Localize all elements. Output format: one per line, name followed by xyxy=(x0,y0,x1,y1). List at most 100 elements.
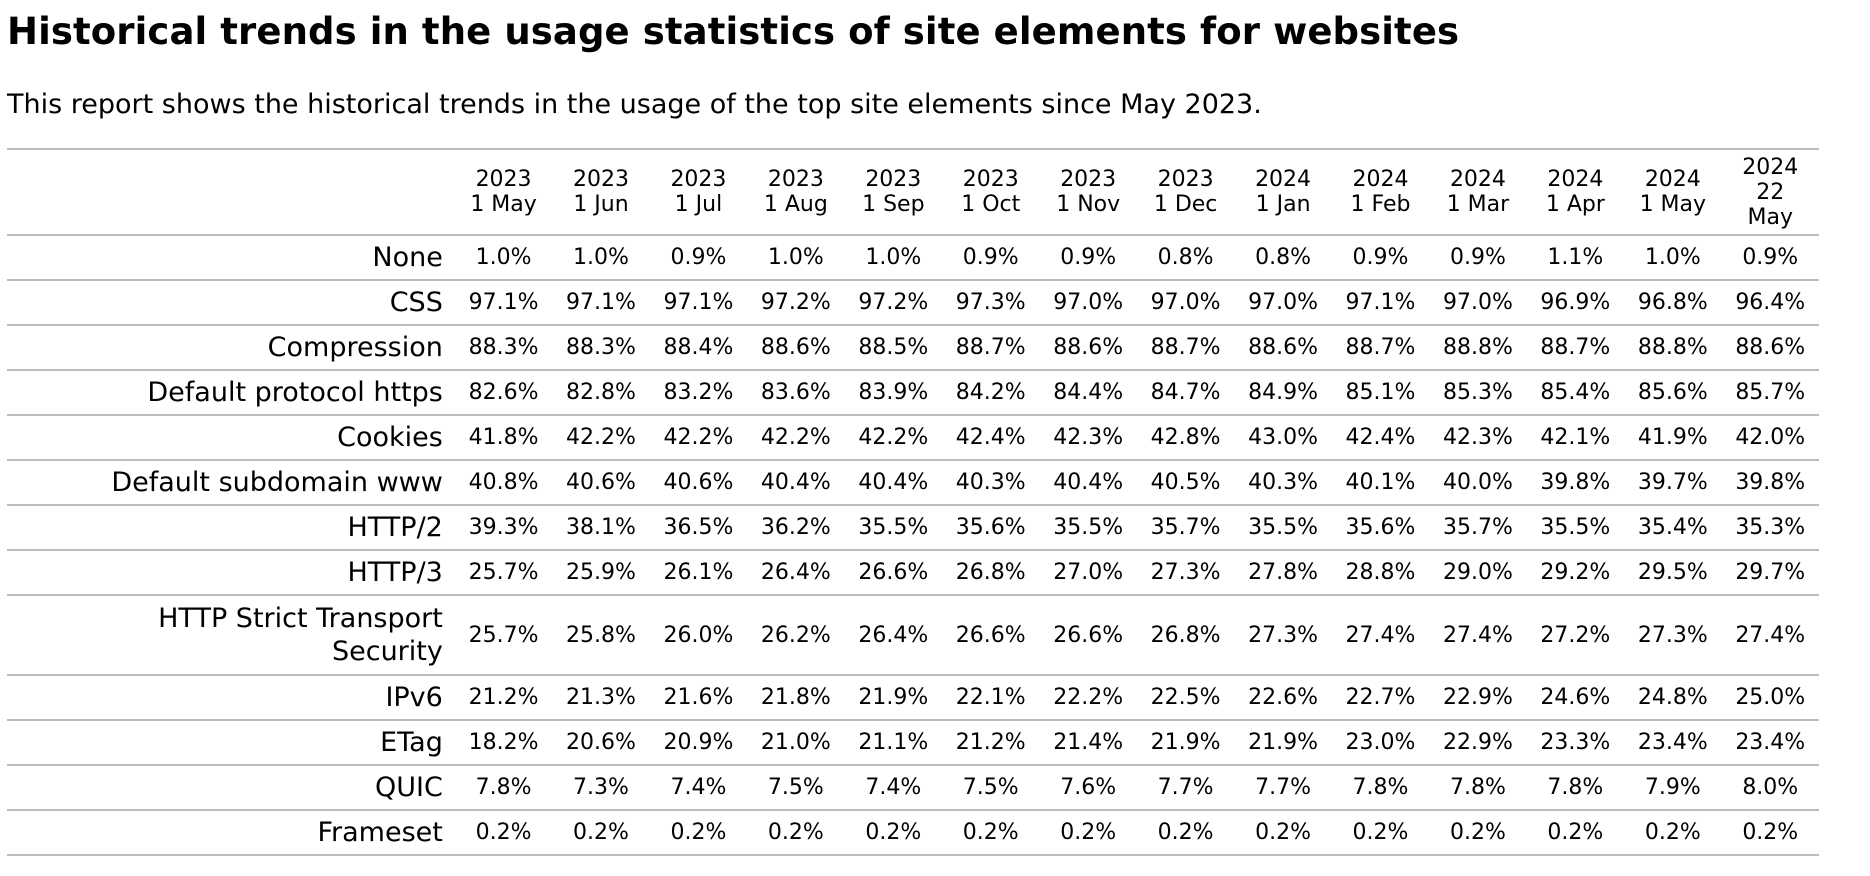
usage-value-cell: 26.8% xyxy=(1136,594,1235,675)
table-row: Compression 88.3% 88.3% 88.4% 88.6% 88.5% 88.7… xyxy=(7,324,1819,370)
column-year: 2024 xyxy=(1255,167,1312,192)
usage-value-cell: 0.8% xyxy=(1234,234,1332,280)
usage-value-cell: 41.8% xyxy=(454,414,553,460)
usage-value-cell: 7.8% xyxy=(1526,764,1625,810)
usage-value-cell: 23.4% xyxy=(1624,719,1722,765)
usage-value-cell: 35.4% xyxy=(1624,504,1722,550)
usage-value-cell: 29.7% xyxy=(1721,549,1819,595)
usage-value-cell: 97.3% xyxy=(942,279,1040,325)
column-year: 2023 xyxy=(670,167,727,192)
usage-value-cell: 88.4% xyxy=(649,324,748,370)
usage-value-cell: 25.9% xyxy=(552,549,650,595)
usage-value-cell: 26.1% xyxy=(649,549,748,595)
usage-value-cell: 40.6% xyxy=(552,459,650,505)
usage-value-cell: 40.6% xyxy=(649,459,748,505)
usage-value-cell: 88.8% xyxy=(1624,324,1722,370)
usage-value-cell: 21.8% xyxy=(747,674,845,720)
column-year: 2023 xyxy=(767,167,824,192)
row-label-text: None xyxy=(372,242,443,273)
usage-value-cell: 22.9% xyxy=(1429,674,1527,720)
table-row: HTTP/3 25.7% 25.9% 26.1% 26.4% 26.6% 26.8% 27.0… xyxy=(7,549,1819,595)
row-label: ETag xyxy=(7,719,455,765)
row-label: HTTP/3 xyxy=(7,549,455,595)
usage-value-cell: 1.0% xyxy=(844,234,943,280)
column-year: 2024 xyxy=(1644,167,1701,192)
usage-value-cell: 0.2% xyxy=(1624,809,1722,856)
usage-value-cell: 0.9% xyxy=(1039,234,1137,280)
usage-value-cell: 88.6% xyxy=(1721,324,1819,370)
usage-value-cell: 35.5% xyxy=(1526,504,1625,550)
usage-value-cell: 0.2% xyxy=(844,809,943,856)
column-date: 1 Jan xyxy=(1255,192,1311,217)
usage-value-cell: 42.8% xyxy=(1136,414,1235,460)
usage-value-cell: 35.6% xyxy=(942,504,1040,550)
usage-value-cell: 42.2% xyxy=(844,414,943,460)
column-header: 2024 1 Feb xyxy=(1331,148,1430,236)
usage-value-cell: 42.3% xyxy=(1429,414,1527,460)
usage-value-cell: 0.2% xyxy=(942,809,1040,856)
row-label: HTTP/2 xyxy=(7,504,455,550)
row-label-text: Compression xyxy=(267,332,443,363)
column-year: 2023 xyxy=(475,167,532,192)
usage-value-cell: 42.2% xyxy=(747,414,845,460)
usage-value-cell: 35.5% xyxy=(1039,504,1137,550)
usage-value-cell: 1.0% xyxy=(1624,234,1722,280)
usage-value-cell: 85.4% xyxy=(1526,369,1625,415)
usage-value-cell: 97.0% xyxy=(1136,279,1235,325)
column-year: 2023 xyxy=(573,167,629,192)
usage-value-cell: 0.2% xyxy=(1429,809,1527,856)
column-date: 1 May xyxy=(470,192,537,217)
usage-value-cell: 88.8% xyxy=(1429,324,1527,370)
table-row: Frameset 0.2% 0.2% 0.2% 0.2% 0.2% 0.2% 0.2% 0.2%… xyxy=(7,809,1819,856)
column-date: 1 Dec xyxy=(1153,192,1218,217)
usage-value-cell: 1.0% xyxy=(747,234,845,280)
row-label-text: Cookies xyxy=(337,422,443,453)
usage-value-cell: 27.8% xyxy=(1234,549,1332,595)
column-header: 2023 1 Jul xyxy=(649,148,748,236)
usage-value-cell: 40.4% xyxy=(844,459,943,505)
usage-value-cell: 0.2% xyxy=(454,809,553,856)
column-year: 2024 xyxy=(1352,167,1409,192)
usage-value-cell: 7.5% xyxy=(747,764,845,810)
usage-value-cell: 27.4% xyxy=(1429,594,1527,675)
table-row: HTTP/2 39.3% 38.1% 36.5% 36.2% 35.5% 35.6% 35.5… xyxy=(7,504,1819,550)
table-row: IPv6 21.2% 21.3% 21.6% 21.8% 21.9% 22.1% 22.2% 2… xyxy=(7,674,1819,720)
usage-value-cell: 40.4% xyxy=(747,459,845,505)
usage-value-cell: 35.3% xyxy=(1721,504,1819,550)
table-row: ETag 18.2% 20.6% 20.9% 21.0% 21.1% 21.2% 21.4% 2… xyxy=(7,719,1819,765)
usage-value-cell: 36.2% xyxy=(747,504,845,550)
usage-value-cell: 42.2% xyxy=(552,414,650,460)
table-row: Default subdomain www 40.8% 40.6% 40.6% 40.4… xyxy=(7,459,1819,505)
usage-value-cell: 42.4% xyxy=(942,414,1040,460)
usage-value-cell: 0.2% xyxy=(1331,809,1430,856)
row-label: Default protocol https xyxy=(7,369,455,415)
usage-value-cell: 84.2% xyxy=(942,369,1040,415)
table-row: QUIC 7.8% 7.3% 7.4% 7.5% 7.4% 7.5% 7.6% 7.7% 7.7%… xyxy=(7,764,1819,810)
row-label: Cookies xyxy=(7,414,455,460)
row-label-text: Default subdomain www xyxy=(111,467,443,498)
usage-value-cell: 22.7% xyxy=(1331,674,1430,720)
row-label-text: CSS xyxy=(389,287,443,318)
usage-value-cell: 85.1% xyxy=(1331,369,1430,415)
usage-value-cell: 0.9% xyxy=(1429,234,1527,280)
usage-value-cell: 23.3% xyxy=(1526,719,1625,765)
usage-value-cell: 36.5% xyxy=(649,504,748,550)
usage-value-cell: 22.9% xyxy=(1429,719,1527,765)
column-year: 2023 xyxy=(1157,167,1214,192)
usage-value-cell: 42.4% xyxy=(1331,414,1430,460)
row-label: QUIC xyxy=(7,764,455,810)
usage-value-cell: 20.6% xyxy=(552,719,650,765)
column-header: 2023 1 Sep xyxy=(844,148,943,236)
column-date: 1 May xyxy=(1639,192,1707,217)
usage-value-cell: 27.4% xyxy=(1331,594,1430,675)
usage-value-cell: 25.7% xyxy=(454,594,553,675)
usage-value-cell: 22.6% xyxy=(1234,674,1332,720)
table-row: None 1.0% 1.0% 0.9% 1.0% 1.0% 0.9% 0.9% 0.8% 0.8%… xyxy=(7,234,1819,280)
usage-value-cell: 7.7% xyxy=(1234,764,1332,810)
usage-value-cell: 88.6% xyxy=(1234,324,1332,370)
column-header: 2023 1 May xyxy=(454,148,553,236)
usage-value-cell: 82.6% xyxy=(454,369,553,415)
usage-value-cell: 7.7% xyxy=(1136,764,1235,810)
column-date: 1 Jul xyxy=(674,192,723,217)
usage-value-cell: 22.5% xyxy=(1136,674,1235,720)
